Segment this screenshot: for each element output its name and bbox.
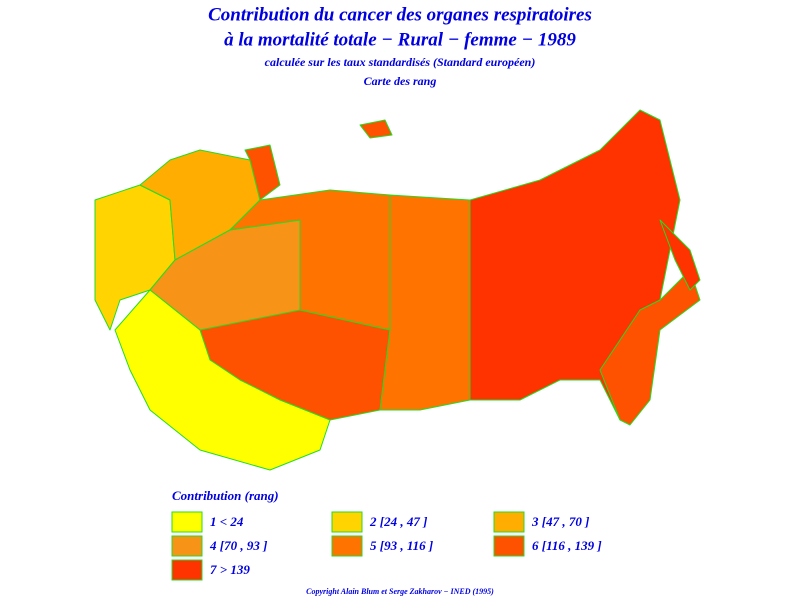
region: [244, 144, 281, 201]
legend-swatch: [493, 511, 525, 533]
legend-swatch: [171, 559, 203, 581]
legend-label: 3 [47 , 70 ]: [531, 514, 589, 529]
legend-swatch: [331, 511, 363, 533]
footer: Copyright Alain Blum et Serge Zakharov −…: [306, 587, 494, 596]
legend-label: 2 [24 , 47 ]: [369, 514, 427, 529]
legend-swatch: [171, 511, 203, 533]
legend-label: 7 > 139: [210, 562, 250, 577]
region: [599, 269, 701, 426]
region: [659, 219, 701, 291]
title-line: à la mortalité totale − Rural − femme − …: [224, 29, 576, 50]
title-line: Contribution du cancer des organes respi…: [208, 4, 592, 25]
map: [94, 109, 701, 471]
legend: 1 < 24 2 [24 , 47 ] 3 [47 , 70 ] 4 [70 , 93…: [171, 511, 602, 581]
region: [114, 289, 331, 471]
legend-label: 4 [70 , 93 ]: [209, 538, 267, 553]
legend-label: 6 [116 , 139 ]: [532, 538, 602, 553]
subtitle: calculée sur les taux standardisés (Stan…: [265, 55, 536, 69]
legend-swatch: [171, 535, 203, 557]
legend-title: Contribution (rang): [172, 488, 279, 503]
legend-label: 1 < 24: [210, 514, 244, 529]
legend-label: 5 [93 , 116 ]: [370, 538, 433, 553]
region: [379, 194, 471, 411]
region: [359, 119, 393, 139]
legend-swatch: [331, 535, 363, 557]
legend-swatch: [493, 535, 525, 557]
caption: Carte des rang: [364, 74, 437, 88]
